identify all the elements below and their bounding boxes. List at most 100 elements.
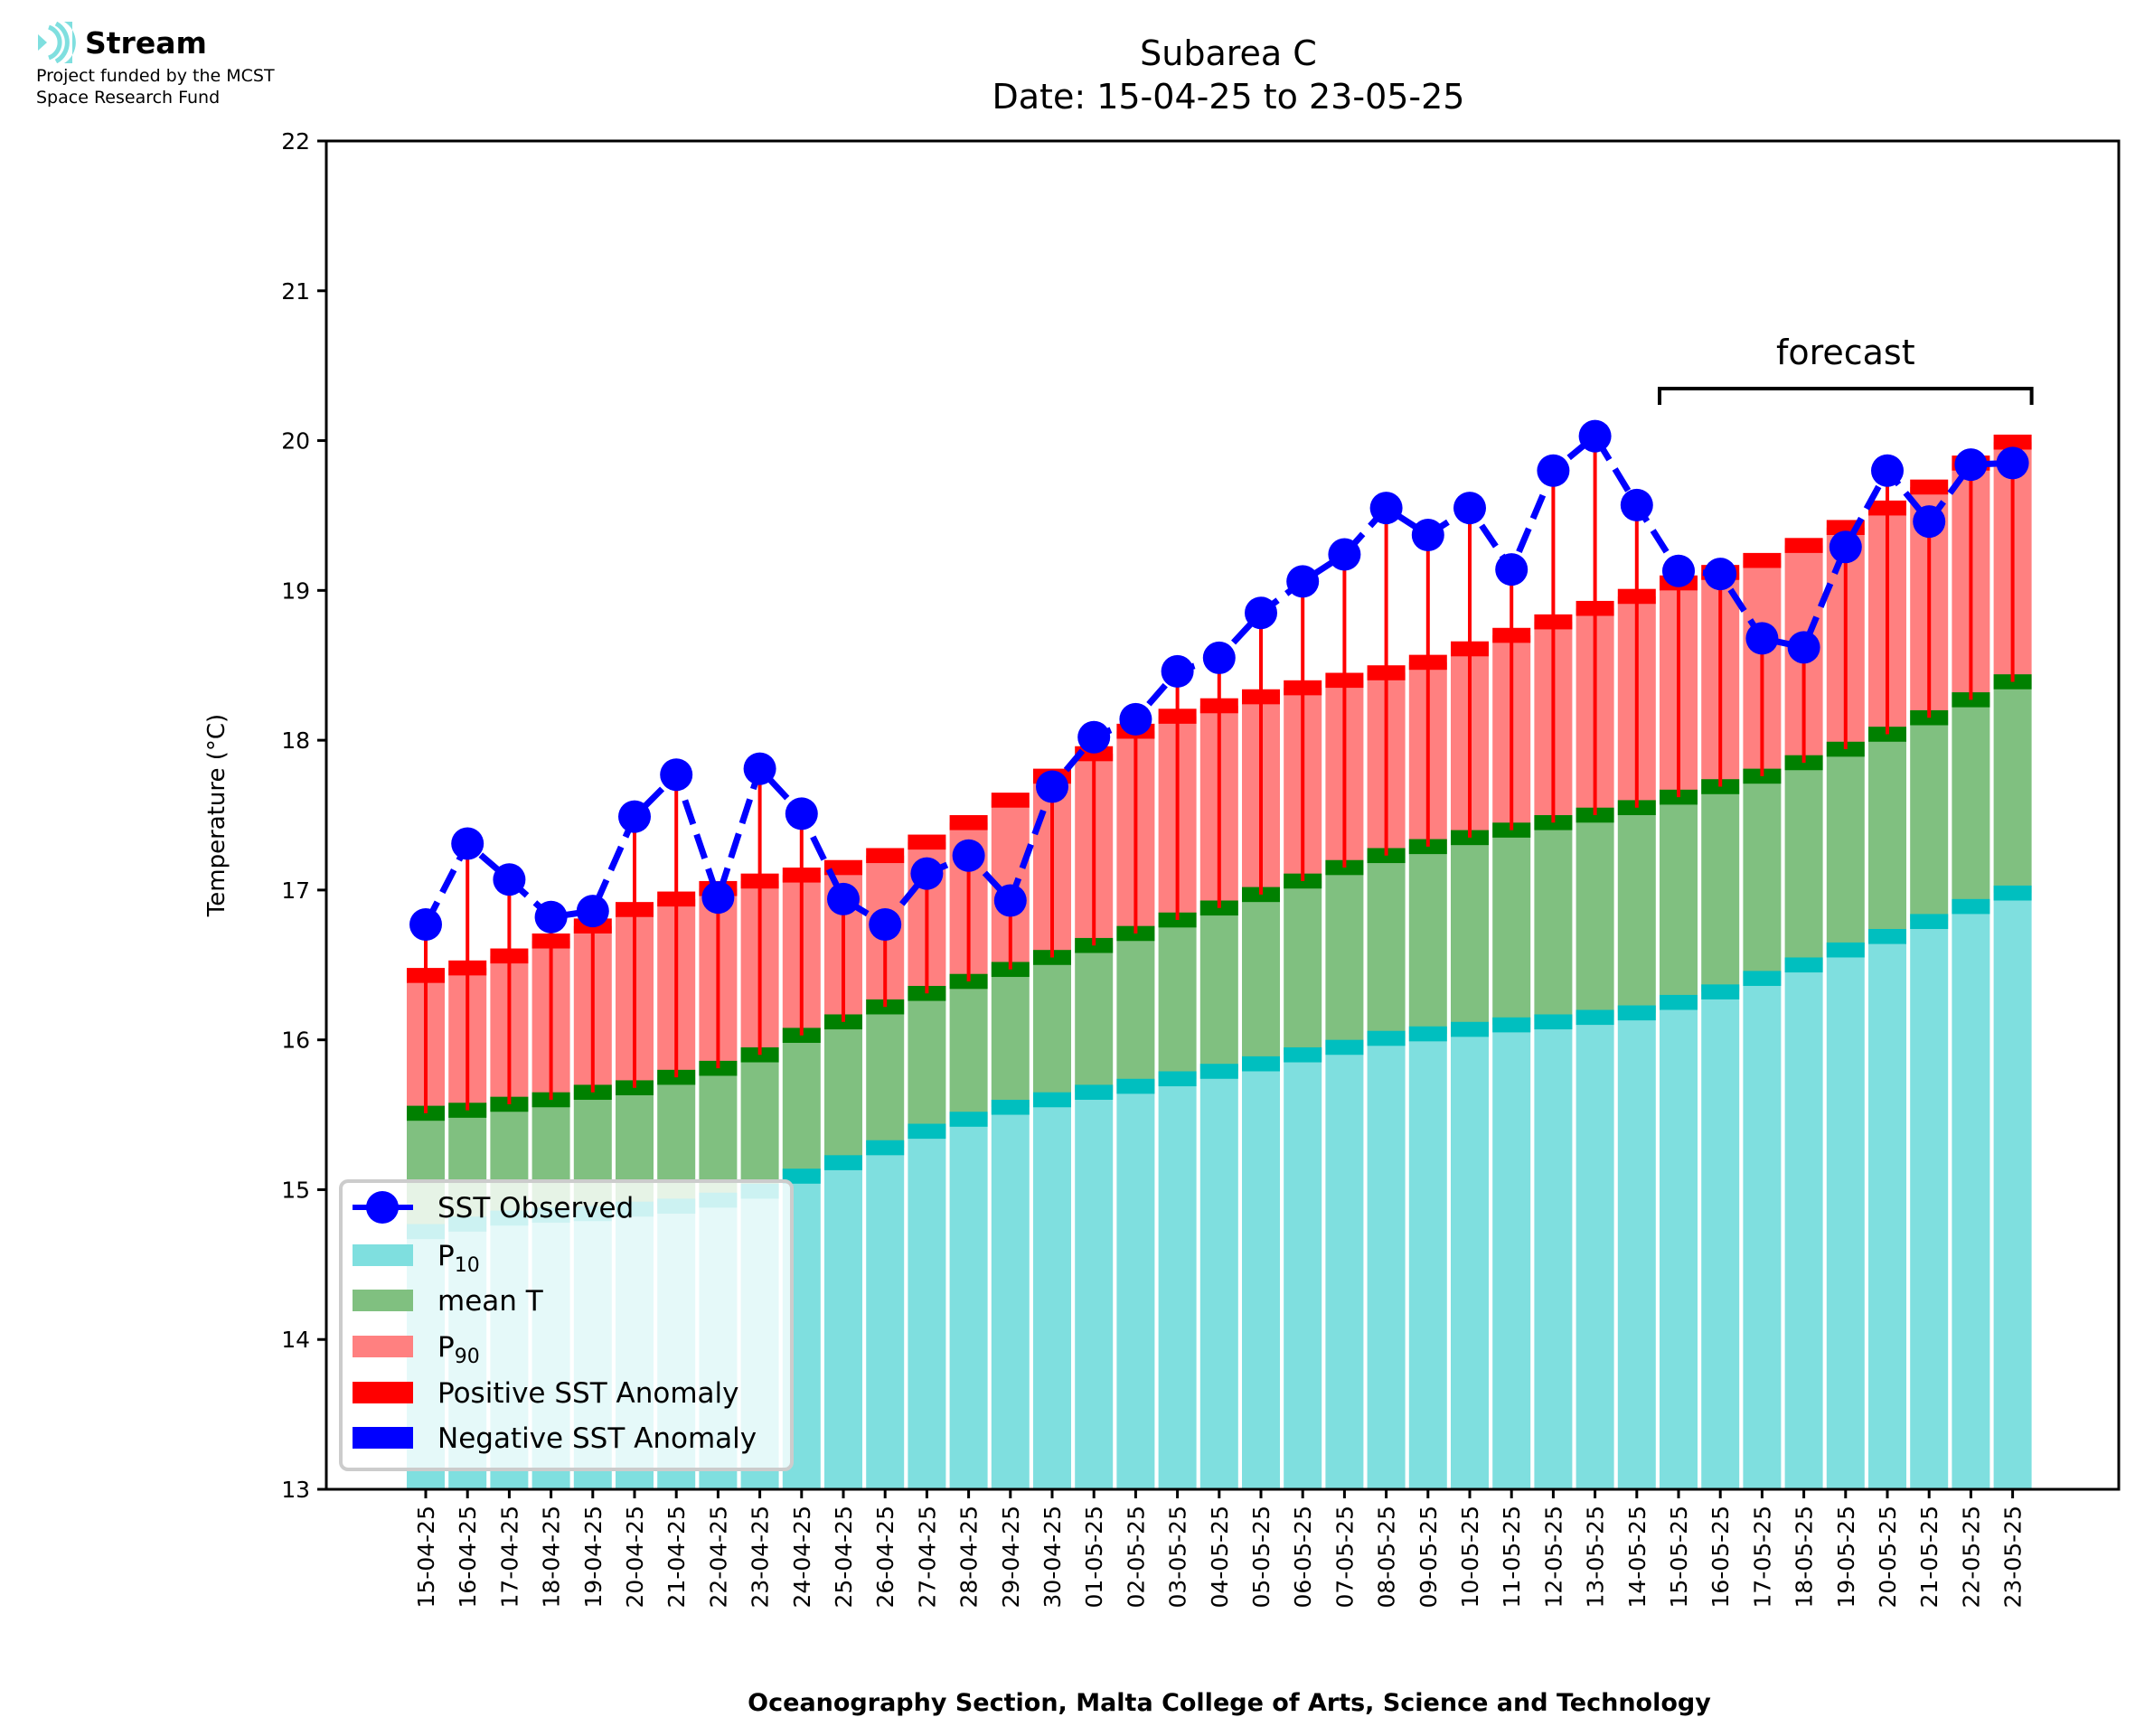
sst-point [576,895,609,928]
sst-point [409,908,442,942]
forecast-bracket [1658,387,2034,405]
forecast-label: forecast [1776,333,1915,372]
mean-bar [1075,945,1114,1093]
p10-marker [1952,898,1990,915]
x-tick-label: 23-05-25 [2000,1506,2027,1608]
stream-waves-icon [38,21,76,64]
p10-marker [1492,1017,1531,1033]
p10-bar [1826,950,1865,1489]
mean-bar [949,981,988,1120]
p10-marker [1576,1009,1614,1026]
p10-bar [1868,936,1906,1489]
p10-marker [908,1123,946,1140]
p90-marker [908,834,946,850]
p90-marker [866,848,905,864]
mean-bar [699,1068,738,1201]
sst-point [1954,448,1988,482]
sst-point [660,758,693,792]
x-tick-label: 05-05-25 [1248,1506,1275,1608]
p10-marker [1075,1084,1114,1100]
p10-bar [1492,1025,1531,1489]
p10-marker [949,1112,988,1127]
sst-point [534,900,568,934]
legend-label: Positive SST Anomaly [437,1377,738,1410]
x-axis-label: Oceanography Section, Malta College of A… [748,1689,1711,1717]
legend-item: P90 [353,1331,480,1368]
p10-marker [1910,914,1949,929]
x-tick-label: 10-05-25 [1457,1506,1483,1608]
legend-item: mean T [353,1285,544,1318]
p90-marker [1743,552,1782,568]
sst-point [1245,596,1277,630]
legend-item: SST Observed [353,1191,634,1225]
bar-group [1033,768,1071,1489]
p10-bar [908,1131,946,1489]
p90-marker [824,859,862,876]
p10-bar [1284,1055,1322,1489]
brand-name: Stream [85,25,207,61]
mean-bar [1910,718,1949,922]
x-tick-label: 06-05-25 [1290,1506,1316,1608]
y-tick-label: 19 [281,577,310,604]
x-tick-label: 14-05-25 [1624,1506,1651,1608]
p10-marker [1033,1092,1071,1108]
mean-marker [573,1084,612,1100]
sst-point [1996,446,2029,480]
p10-marker [782,1168,821,1184]
legend-swatch [353,1427,413,1449]
mean-bar [1367,855,1406,1039]
mean-bar [1492,830,1531,1026]
mean-marker [949,973,988,990]
x-tick-label: 11-05-25 [1499,1506,1525,1608]
mean-bar [1952,699,1990,907]
sst-point [993,884,1027,917]
x-tick-label: 21-04-25 [663,1506,690,1608]
p10-bar [1075,1092,1114,1489]
y-tick-label: 21 [281,278,310,305]
p10-marker [1367,1030,1406,1046]
mean-bar [824,1021,862,1163]
sst-point [1787,631,1820,664]
mean-bar [1242,894,1280,1065]
x-tick-label: 25-04-25 [831,1506,857,1608]
mean-bar [1826,749,1865,951]
sst-point [1871,454,1904,487]
p10-bar [1199,1071,1238,1489]
x-tick-label: 24-04-25 [789,1506,815,1608]
mean-bar [1576,815,1614,1018]
x-tick-label: 17-04-25 [496,1506,522,1608]
sst-point [1745,622,1779,655]
x-tick-label: 01-05-25 [1081,1506,1107,1608]
bar-group [1910,479,1949,1489]
sst-point [1328,538,1361,571]
y-axis-label: Temperature (°C) [203,714,230,917]
p10-bar [1451,1029,1489,1489]
mean-bar [1284,880,1322,1056]
sst-point [1286,565,1320,598]
p10-bar [1408,1034,1447,1489]
legend-label-subscript: 90 [455,1346,480,1368]
y-tick-label: 16 [281,1028,310,1054]
bar-group [991,793,1030,1489]
chart-title: Subarea C [1140,33,1317,73]
bar-group [1701,565,1740,1489]
p10-marker [1826,942,1865,958]
p10-marker [1701,984,1740,999]
sst-point [1913,505,1946,539]
mean-bar [1743,775,1782,979]
sst-point [1453,492,1486,525]
p10-bar [1033,1099,1071,1489]
x-tick-label: 17-05-25 [1749,1506,1775,1608]
p10-marker [1242,1056,1280,1072]
chart-subtitle: Date: 15-04-25 to 23-05-25 [992,77,1465,117]
sst-point [701,881,735,915]
legend-marker-icon [366,1191,399,1224]
p10-bar [1325,1046,1364,1489]
sst-point [1411,518,1444,551]
sst-point [1578,419,1612,453]
sst-point [1704,558,1737,591]
sst-point [827,882,860,915]
mean-bar [1701,786,1740,992]
x-tick-label: 16-04-25 [455,1506,481,1608]
p10-marker [1784,957,1823,973]
